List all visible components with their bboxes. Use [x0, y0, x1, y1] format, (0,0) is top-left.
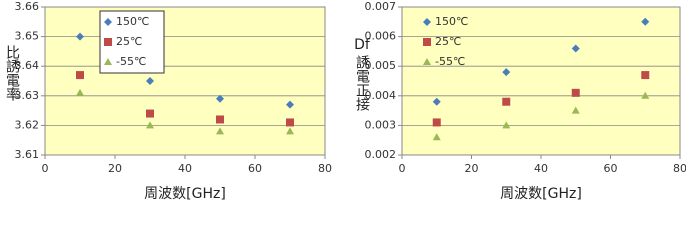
legend-label: 25℃: [116, 35, 142, 48]
y-tick-label: 3.64: [15, 59, 40, 72]
y-tick-label: 3.62: [15, 118, 40, 131]
point: [216, 94, 224, 103]
y-tick-label: 3.66: [15, 0, 40, 13]
y-tick-label: 0.005: [365, 59, 397, 72]
x-tick-label: 60: [248, 162, 262, 175]
x-tick-label: 40: [178, 162, 192, 175]
y-tick-label: 3.63: [15, 89, 40, 102]
legend-marker: [104, 18, 112, 26]
x-tick-label: 20: [108, 162, 122, 175]
point: [432, 118, 441, 127]
point: [571, 88, 580, 97]
y-tick-label: 0.004: [365, 89, 397, 102]
plot-area: [401, 6, 681, 156]
x-tick-label: 20: [465, 162, 479, 175]
point: [76, 32, 84, 41]
point: [286, 118, 294, 127]
x-tick-label: 40: [534, 162, 548, 175]
point: [146, 121, 154, 129]
legend-marker: [423, 58, 431, 65]
y-tick-label: 0.007: [365, 0, 397, 13]
plot-area: [44, 6, 326, 156]
charts: 3.61 3.62 3.63 3.64 3.65 3.66 0 20 40 60 80 周波数[GHz…: [4, 0, 686, 202]
legend-marker: [423, 38, 431, 46]
legend-label: 150℃: [435, 15, 468, 28]
y-tick-label: 0.006: [365, 30, 397, 43]
legend-label: -55℃: [116, 55, 146, 68]
y-axis-label: Df: [354, 37, 371, 53]
x-tick-label: 0: [42, 162, 49, 175]
x-axis-label: 周波数[GHz]: [500, 186, 582, 202]
point: [432, 97, 441, 106]
y-axis-label: 比誘電率: [4, 45, 20, 101]
x-axis-label: 周波数[GHz]: [144, 186, 226, 202]
point: [76, 88, 84, 96]
y-tick-label: 3.61: [15, 148, 40, 161]
y-tick-label: 0.003: [365, 118, 397, 131]
point: [286, 127, 294, 135]
point: [216, 127, 224, 135]
y-axis-label: 誘電正接: [354, 55, 370, 112]
y-tick-label: 3.65: [15, 30, 40, 43]
legend-marker: [104, 38, 112, 46]
legend-label: 150℃: [116, 15, 149, 28]
point: [641, 17, 650, 26]
point: [502, 68, 511, 77]
point: [146, 77, 154, 85]
point: [216, 115, 224, 124]
point: [146, 109, 154, 118]
legend-marker: [423, 18, 431, 26]
point: [641, 91, 650, 99]
x-tick-label: 0: [399, 162, 406, 175]
point: [641, 71, 650, 80]
x-tick-label: 80: [318, 162, 332, 175]
point: [571, 106, 580, 114]
point: [571, 44, 580, 53]
point: [502, 121, 511, 129]
y-tick-label: 0.002: [365, 148, 397, 161]
point: [76, 71, 84, 80]
point: [286, 100, 294, 109]
x-tick-label: 80: [673, 162, 686, 175]
legend-label: -55℃: [435, 55, 465, 68]
page: {"chart_data": [ {"type": "scatter", "yl…: [4, 0, 686, 202]
x-tick-label: 60: [604, 162, 618, 175]
legend-label: 25℃: [435, 35, 461, 48]
point: [502, 97, 511, 106]
legend-marker: [104, 58, 112, 65]
point: [432, 133, 441, 141]
